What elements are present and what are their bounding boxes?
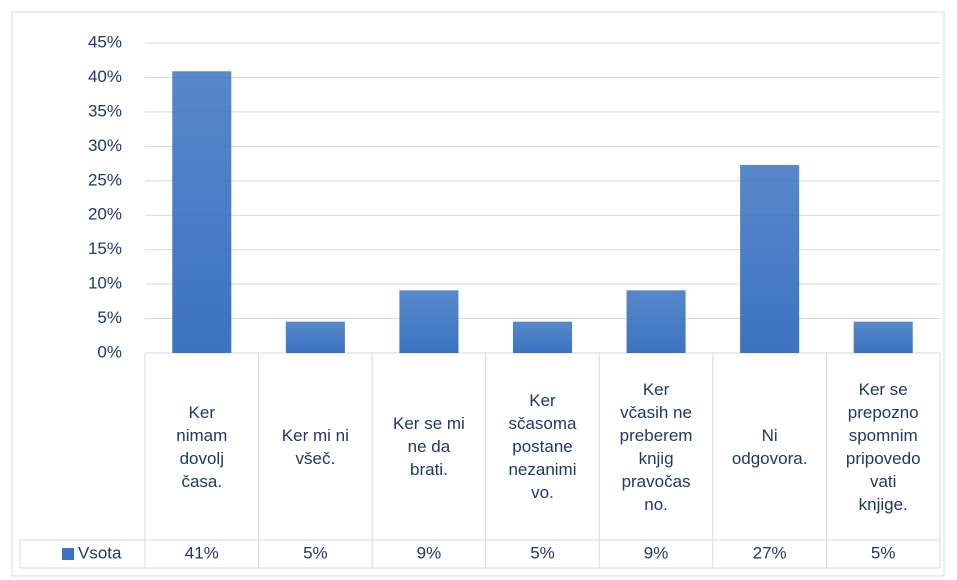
bar (172, 71, 232, 353)
y-tick-label: 10% (88, 274, 122, 293)
y-tick-label: 15% (88, 239, 122, 258)
legend-swatch (62, 548, 74, 560)
category-label: Ker mi ni všeč. (259, 353, 373, 540)
category-label: Ker sčasoma postane nezanimivo. (486, 353, 600, 540)
bar (626, 290, 686, 353)
y-tick-label: 20% (88, 205, 122, 224)
category-text: Ni odgovora. (731, 425, 808, 468)
bar (740, 164, 800, 353)
category-text: Ker mi ni všeč. (281, 425, 349, 468)
data-table-value: 5% (530, 543, 555, 562)
y-tick-label: 45% (88, 32, 122, 51)
category-text: Ker sčasoma postane nezanimivo. (508, 391, 577, 502)
category-text: Ker nimam dovolj časa. (176, 402, 228, 491)
data-table-value: 5% (303, 543, 328, 562)
category-label: Ker nimam dovolj časa. (145, 353, 259, 540)
category-label: Ni odgovora. (713, 353, 827, 540)
chart-border (11, 11, 945, 577)
bar (853, 321, 913, 353)
legend-label: Vsota (78, 543, 122, 562)
y-tick-label: 25% (88, 170, 122, 189)
bar (399, 290, 459, 353)
category-text: Ker se mi ne da brati. (393, 414, 465, 479)
y-tick-label: 40% (88, 67, 122, 86)
y-tick-label: 35% (88, 101, 122, 120)
category-text: Ker včasih ne preberem knjig pravočasno. (619, 379, 693, 514)
y-tick-label: 30% (88, 136, 122, 155)
bar (512, 321, 573, 353)
y-tick-label: 5% (97, 308, 122, 327)
category-text: Ker se prepozno spomnim pripovedovati kn… (845, 379, 921, 514)
data-table-value: 9% (644, 543, 669, 562)
category-label: Ker se mi ne da brati. (372, 353, 486, 540)
y-tick-label: 0% (97, 342, 122, 361)
category-label: Ker se prepozno spomnim pripovedovati kn… (826, 353, 940, 540)
data-table-value: 27% (753, 543, 787, 562)
data-table-value: 41% (185, 543, 219, 562)
category-label: Ker včasih ne preberem knjig pravočasno. (599, 353, 713, 540)
bar (285, 321, 345, 353)
data-table-value: 9% (417, 543, 442, 562)
data-table-value: 5% (871, 543, 896, 562)
